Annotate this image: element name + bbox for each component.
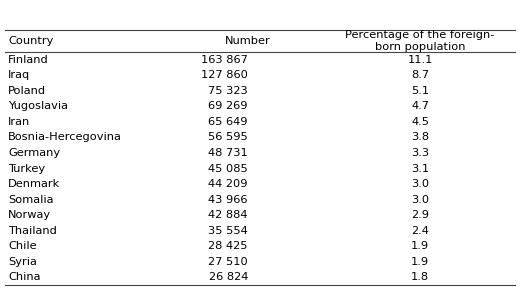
Text: Percentage of the foreign-
born population: Percentage of the foreign- born populati… (345, 30, 495, 52)
Text: 1.9: 1.9 (411, 257, 429, 267)
Text: 43 966: 43 966 (209, 194, 248, 205)
Text: Norway: Norway (8, 210, 51, 220)
Text: Turkey: Turkey (8, 164, 45, 173)
Text: 42 884: 42 884 (209, 210, 248, 220)
Text: Thailand: Thailand (8, 226, 57, 236)
Text: Syria: Syria (8, 257, 37, 267)
Text: Somalia: Somalia (8, 194, 54, 205)
Text: 56 595: 56 595 (208, 133, 248, 142)
Text: 1.8: 1.8 (411, 272, 429, 282)
Text: 75 323: 75 323 (208, 86, 248, 96)
Text: Germany: Germany (8, 148, 60, 158)
Text: 48 731: 48 731 (208, 148, 248, 158)
Text: China: China (8, 272, 41, 282)
Text: Chile: Chile (8, 241, 36, 251)
Text: Poland: Poland (8, 86, 46, 96)
Text: 3.8: 3.8 (411, 133, 429, 142)
Text: 27 510: 27 510 (208, 257, 248, 267)
Text: 26 824: 26 824 (209, 272, 248, 282)
Text: 3.1: 3.1 (411, 164, 429, 173)
Text: 2.9: 2.9 (411, 210, 429, 220)
Text: 8.7: 8.7 (411, 70, 429, 80)
Text: 11.1: 11.1 (407, 55, 433, 65)
Text: Finland: Finland (8, 55, 49, 65)
Text: Iraq: Iraq (8, 70, 30, 80)
Text: 5.1: 5.1 (411, 86, 429, 96)
Text: 2.4: 2.4 (411, 226, 429, 236)
Text: 45 085: 45 085 (208, 164, 248, 173)
Text: Country: Country (8, 36, 54, 46)
Text: Iran: Iran (8, 117, 30, 127)
Text: 163 867: 163 867 (201, 55, 248, 65)
Text: 4.7: 4.7 (411, 101, 429, 111)
Text: 28 425: 28 425 (209, 241, 248, 251)
Text: 3.0: 3.0 (411, 194, 429, 205)
Text: 127 860: 127 860 (201, 70, 248, 80)
Text: 44 209: 44 209 (209, 179, 248, 189)
Text: 65 649: 65 649 (209, 117, 248, 127)
Text: Denmark: Denmark (8, 179, 60, 189)
Text: 1.9: 1.9 (411, 241, 429, 251)
Text: Number: Number (225, 36, 271, 46)
Text: 3.3: 3.3 (411, 148, 429, 158)
Text: Bosnia-Hercegovina: Bosnia-Hercegovina (8, 133, 122, 142)
Text: 3.0: 3.0 (411, 179, 429, 189)
Text: Yugoslavia: Yugoslavia (8, 101, 68, 111)
Text: 35 554: 35 554 (208, 226, 248, 236)
Text: 69 269: 69 269 (209, 101, 248, 111)
Text: 4.5: 4.5 (411, 117, 429, 127)
